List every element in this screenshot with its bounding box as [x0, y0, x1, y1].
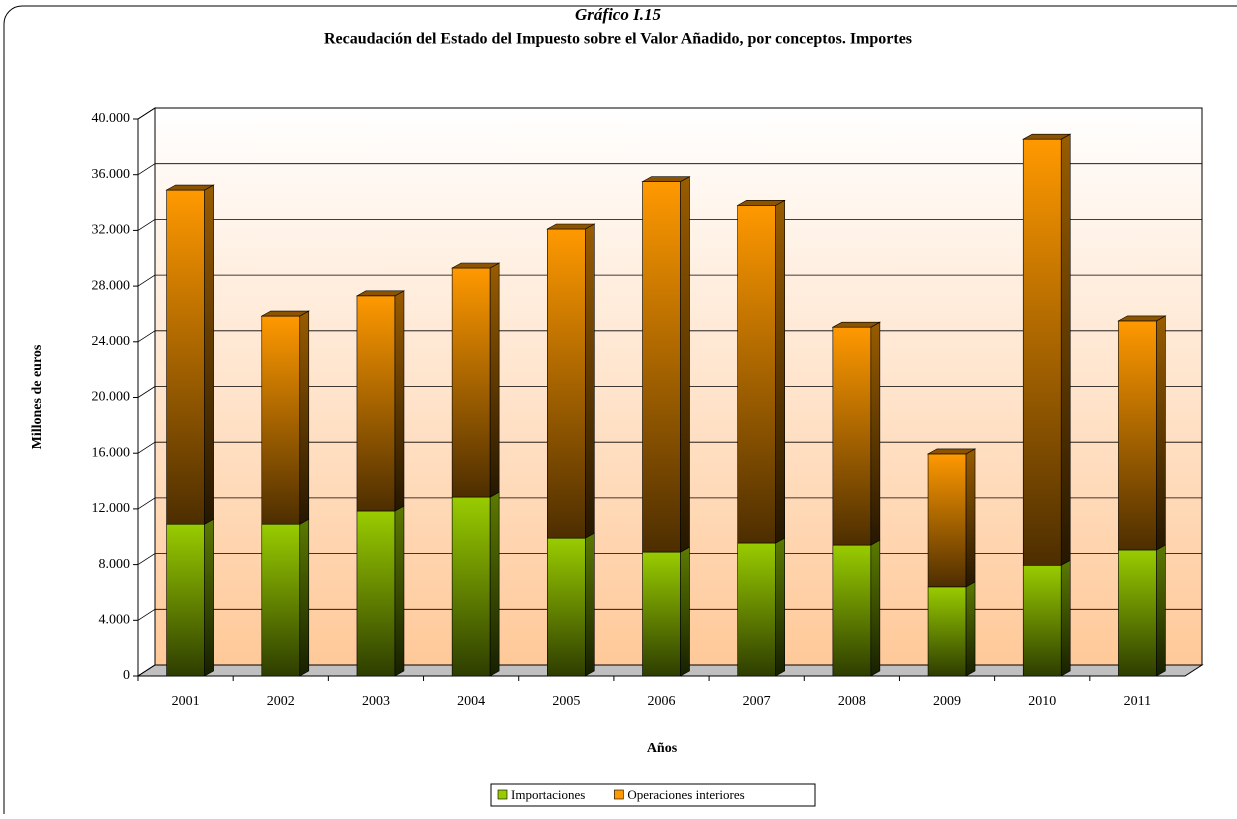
bar-segment	[832, 544, 872, 677]
bar-top	[450, 262, 501, 269]
legend-swatch	[497, 789, 508, 800]
bar-segment	[927, 586, 967, 677]
bar-segment	[927, 453, 967, 588]
bar-top	[641, 176, 691, 182]
y-tick-label: 4.000	[99, 613, 131, 628]
x-tick-label: 2009	[933, 694, 961, 709]
grid-line	[137, 664, 156, 677]
x-axis-label: Años	[647, 741, 678, 756]
y-tick-label: 20.000	[92, 390, 131, 405]
bar-side	[299, 518, 310, 677]
y-tick-label: 8.000	[99, 557, 131, 572]
bar-top	[165, 184, 215, 191]
legend-box	[490, 783, 816, 807]
bar-top	[1022, 133, 1072, 140]
bar-segment	[451, 496, 491, 677]
bar-segment	[642, 551, 681, 677]
bar-side	[965, 581, 976, 677]
x-tick-label: 2004	[457, 694, 485, 709]
bar-segment	[356, 510, 396, 677]
bar-top	[546, 223, 596, 230]
bar-segment	[1118, 549, 1157, 677]
bar-segment	[1022, 564, 1062, 677]
bar-side	[299, 310, 310, 525]
bar-side	[775, 199, 785, 544]
bar-top	[736, 200, 786, 206]
bar-segment	[261, 315, 301, 525]
x-tick-label: 2001	[172, 694, 200, 709]
bar-segment	[737, 205, 776, 544]
bar-top	[1117, 315, 1167, 322]
y-tick-label: 12.000	[92, 501, 131, 516]
y-tick-label: 28.000	[92, 278, 131, 293]
grid-line	[137, 163, 156, 176]
x-tick-label: 2005	[552, 694, 580, 709]
legend-label: Operaciones interiores	[627, 787, 744, 802]
x-tick-label: 2010	[1028, 694, 1056, 709]
x-tick-label: 2003	[362, 694, 390, 709]
legend-swatch	[614, 789, 624, 800]
bar-side	[680, 546, 690, 677]
grid-line	[137, 330, 156, 343]
bar-segment	[261, 523, 301, 677]
x-tick-label: 2008	[838, 694, 866, 709]
bar-side	[870, 321, 881, 546]
y-tick-label: 24.000	[92, 334, 131, 349]
bar-side	[585, 223, 595, 539]
bar-segment	[547, 537, 586, 677]
bar-segment	[451, 267, 491, 498]
bar-segment	[356, 295, 396, 512]
bar-side	[585, 532, 595, 677]
chart-subtitle: Gráfico I.15	[575, 5, 661, 24]
grid-line	[137, 497, 156, 510]
bar-segment	[832, 326, 872, 546]
legend: Importaciones Operaciones interiores	[490, 783, 816, 807]
y-tick-label: 36.000	[92, 167, 131, 182]
bar-segment	[1118, 320, 1157, 551]
bar-top	[831, 321, 882, 328]
bar-side	[965, 448, 976, 588]
bar-segment	[166, 523, 205, 677]
y-tick-label: 0	[123, 668, 130, 683]
bar-side	[489, 491, 500, 677]
bar-side	[1156, 315, 1166, 551]
bar-side	[489, 262, 500, 498]
bar-side	[394, 505, 405, 677]
grid-line	[137, 219, 156, 231]
x-tick-label: 2007	[743, 694, 771, 709]
x-tick-label: 2011	[1124, 694, 1151, 709]
grid-line	[137, 441, 156, 454]
y-tick-label: 40.000	[92, 111, 131, 126]
bar-segment	[642, 181, 681, 553]
bar-segment	[166, 189, 205, 525]
bar-side	[775, 537, 785, 677]
grid-line	[137, 274, 156, 287]
bar-side	[204, 184, 214, 525]
bar-side	[1060, 559, 1071, 677]
bar-top	[260, 310, 310, 317]
y-axis-label: Millones de euros	[30, 344, 45, 449]
bar-side	[1156, 544, 1166, 677]
x-tick-label: 2006	[648, 694, 676, 709]
bar-top	[926, 448, 977, 455]
bar-segment	[737, 542, 776, 677]
legend-label: Importaciones	[511, 787, 585, 802]
bar-side	[870, 539, 881, 677]
grid-line	[137, 107, 156, 120]
grid-line	[137, 553, 156, 565]
grid-line	[137, 608, 156, 621]
bar-top	[355, 290, 406, 297]
bar-segment	[547, 228, 586, 539]
bar-segment	[1022, 138, 1062, 566]
bar-side	[1060, 133, 1071, 566]
y-tick-label: 16.000	[92, 445, 131, 460]
bar-side	[394, 290, 405, 512]
x-tick-label: 2002	[267, 694, 295, 709]
bar-side	[204, 518, 214, 677]
y-tick-label: 32.000	[92, 223, 131, 238]
bar-side	[680, 176, 690, 553]
grid-line	[137, 386, 156, 398]
chart-title: Recaudación del Estado del Impuesto sobr…	[324, 31, 912, 48]
